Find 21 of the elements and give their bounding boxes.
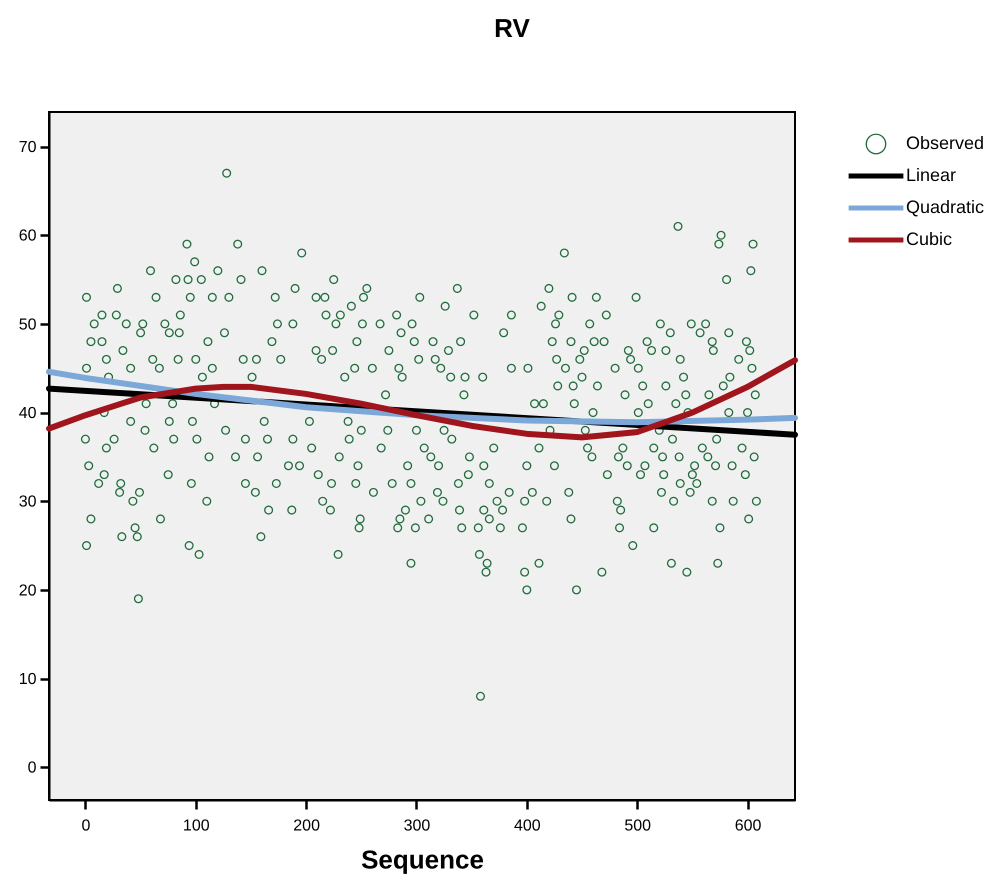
y-tick-label: 30 (18, 494, 37, 511)
legend-label: Observed (906, 133, 984, 153)
y-tick-label: 20 (18, 582, 37, 600)
x-tick-label: 400 (514, 818, 541, 834)
legend-label: Linear (906, 165, 956, 185)
x-axis-title: Sequence (361, 844, 484, 874)
y-tick-label: 50 (18, 316, 37, 334)
y-tick-label: 70 (18, 139, 37, 156)
y-tick-label: 10 (18, 671, 37, 688)
x-tick-label: 500 (624, 818, 652, 834)
x-tick-label: 300 (404, 818, 430, 834)
chart-title: RV (494, 13, 530, 43)
y-tick-label: 0 (28, 760, 37, 777)
x-tick-label: 100 (182, 818, 210, 834)
y-tick-label: 40 (18, 405, 37, 422)
legend-label: Quadratic (906, 197, 984, 217)
y-tick-label: 60 (18, 228, 37, 245)
x-tick-label: 600 (734, 818, 762, 834)
legend-label: Cubic (906, 229, 952, 249)
x-tick-label: 200 (293, 818, 320, 834)
x-tick-label: 0 (81, 818, 90, 834)
